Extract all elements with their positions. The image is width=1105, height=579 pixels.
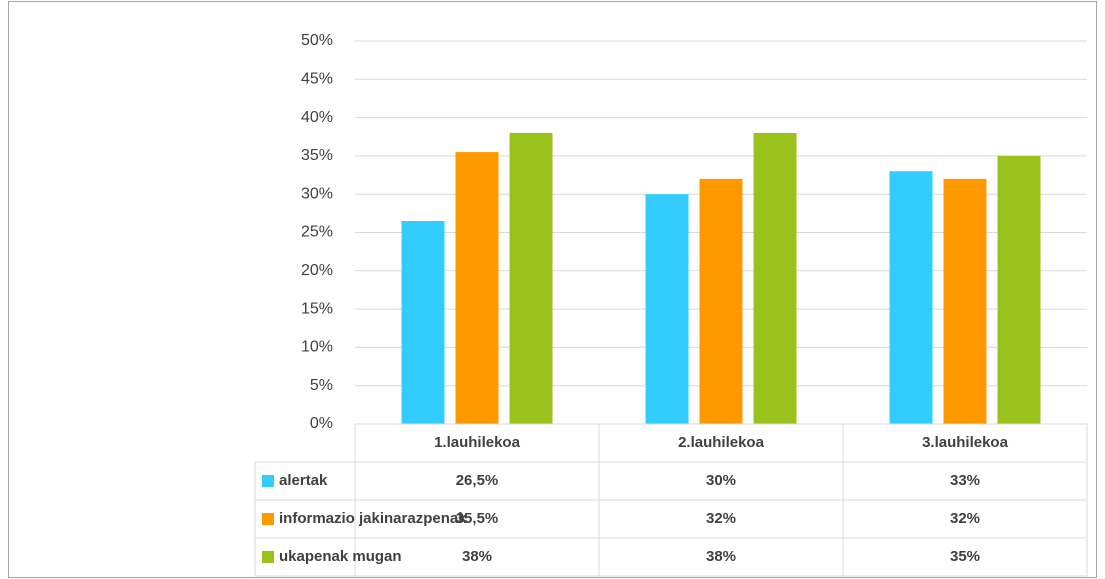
y-tick-label: 40%	[301, 109, 333, 126]
bar	[943, 178, 987, 424]
y-tick-label: 15%	[301, 300, 333, 317]
y-tick-label: 20%	[301, 262, 333, 279]
y-tick-label: 10%	[301, 339, 333, 356]
legend-swatch	[262, 551, 274, 563]
bar	[455, 152, 499, 424]
table-value: 35,5%	[456, 510, 499, 527]
table-value: 38%	[706, 548, 736, 565]
table-value: 30%	[706, 472, 736, 489]
table-value: 35%	[950, 548, 980, 565]
y-tick-label: 5%	[310, 377, 333, 394]
y-tick-label: 25%	[301, 224, 333, 241]
legend-swatch	[262, 475, 274, 487]
table-value: 26,5%	[456, 472, 499, 489]
table-value: 38%	[462, 548, 492, 565]
chart-frame	[8, 1, 1097, 578]
legend-swatch	[262, 513, 274, 525]
y-tick-label: 50%	[301, 32, 333, 49]
bar	[699, 178, 743, 424]
x-tick-label: 3.lauhilekoa	[922, 434, 1009, 451]
y-tick-label: 0%	[310, 415, 333, 432]
x-tick-label: 2.lauhilekoa	[678, 434, 765, 451]
y-tick-label: 30%	[301, 185, 333, 202]
bar	[401, 221, 445, 424]
table-value: 32%	[950, 510, 980, 527]
bar	[645, 194, 689, 424]
bar	[753, 132, 797, 425]
table-value: 33%	[950, 472, 980, 489]
bar	[889, 171, 933, 424]
table-value: 32%	[706, 510, 736, 527]
bar	[509, 132, 553, 425]
bar	[997, 155, 1041, 424]
legend-label: ukapenak mugan	[279, 548, 402, 565]
y-tick-label: 35%	[301, 147, 333, 164]
legend-label: alertak	[279, 472, 328, 489]
y-tick-label: 45%	[301, 71, 333, 88]
x-tick-label: 1.lauhilekoa	[434, 434, 521, 451]
legend-label: informazio jakinarazpenak	[279, 510, 467, 527]
